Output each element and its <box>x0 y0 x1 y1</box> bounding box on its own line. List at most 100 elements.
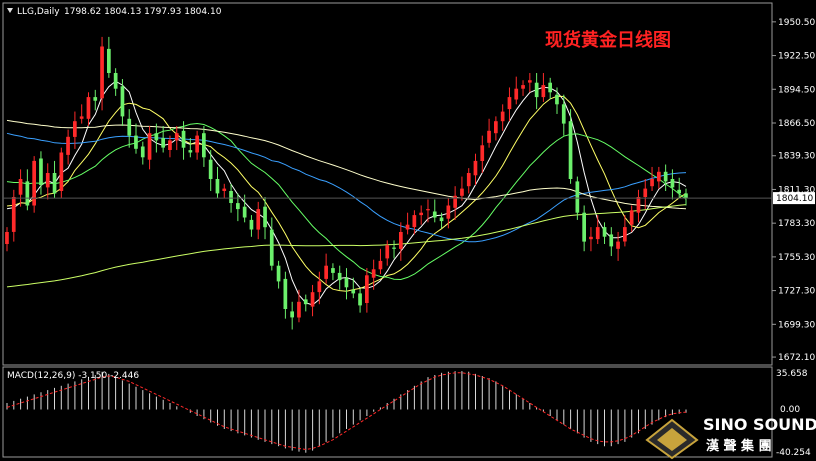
candle-body <box>174 133 179 141</box>
candle-body <box>66 136 70 155</box>
candle <box>371 259 376 290</box>
candle <box>317 271 322 305</box>
candle <box>473 153 478 185</box>
current-price-label: 1804.10 <box>776 194 813 204</box>
candle-body <box>602 227 607 237</box>
candle <box>337 265 342 290</box>
candle-body <box>507 97 512 110</box>
candle-body <box>249 219 254 230</box>
candle <box>32 156 36 213</box>
candle-body <box>32 160 36 206</box>
candle <box>202 126 206 167</box>
macd-tick-bottom: -40.254 <box>776 448 811 458</box>
candle <box>283 271 288 319</box>
candle <box>657 166 661 189</box>
candle-body <box>168 140 172 150</box>
candle <box>568 109 573 184</box>
macd-tick-top: 35.658 <box>776 369 808 379</box>
candle <box>18 169 23 207</box>
candle <box>507 87 512 122</box>
candle <box>541 73 546 102</box>
candle-body <box>93 97 98 101</box>
symbol-label: LLG,Daily <box>17 7 60 17</box>
candle <box>629 205 634 232</box>
candle <box>249 215 254 237</box>
candle-body <box>534 82 539 98</box>
price-tick-label: 1755.30 <box>778 253 815 263</box>
candle-body <box>494 121 498 134</box>
price-tick-label: 1672.10 <box>778 353 815 363</box>
candle-body <box>269 229 274 266</box>
candle <box>528 73 532 93</box>
candle <box>188 138 193 158</box>
candle-body <box>528 80 532 83</box>
price-tick-label: 1866.50 <box>778 119 815 129</box>
candle <box>263 197 267 240</box>
candle <box>412 210 417 235</box>
candle-body <box>473 160 478 176</box>
ma250-line <box>6 204 687 288</box>
candle-body <box>432 211 437 218</box>
candle <box>650 166 654 192</box>
current-price-box <box>773 192 815 205</box>
candle <box>107 36 111 78</box>
candle-body <box>263 206 267 228</box>
candle <box>256 201 261 240</box>
candle-body <box>480 145 485 161</box>
candle <box>378 248 383 275</box>
dropdown-triangle-icon[interactable] <box>7 8 13 13</box>
candle <box>181 121 186 160</box>
candle <box>113 68 118 96</box>
candle <box>324 253 328 284</box>
candle <box>59 147 64 199</box>
candle-body <box>256 209 261 230</box>
candle <box>25 169 30 211</box>
candle <box>500 104 505 131</box>
candle-body <box>460 188 464 196</box>
candle-body <box>595 227 600 240</box>
candle <box>140 141 145 165</box>
candle-body <box>684 193 688 199</box>
sino-sound-logo: SINO SOUND 漢 聲 集 團 <box>645 415 816 460</box>
candle <box>589 227 593 252</box>
candle <box>134 123 138 154</box>
candle <box>195 130 199 160</box>
candle-body <box>378 260 383 270</box>
candle-body <box>663 171 668 182</box>
candle-body <box>317 281 322 293</box>
candle-body <box>575 181 580 213</box>
candle <box>86 92 91 126</box>
candle <box>602 222 607 244</box>
candle-body <box>657 171 661 182</box>
candle <box>636 189 641 223</box>
candle <box>561 94 566 136</box>
candle <box>582 205 586 252</box>
candle <box>405 212 410 235</box>
candle <box>514 76 519 105</box>
candle-body <box>140 146 145 158</box>
candle <box>555 87 559 114</box>
price-tick-label: 1699.30 <box>778 320 815 330</box>
candle <box>432 199 437 223</box>
price-axis: 1950.50 1922.50 1894.50 1866.50 1839.30 1811.… <box>3 18 815 363</box>
candle-body <box>154 133 159 141</box>
candle-body <box>39 158 43 185</box>
candle-body <box>426 209 430 211</box>
candle-body <box>453 195 457 208</box>
candle-body <box>466 173 471 187</box>
candle-body <box>120 86 125 117</box>
candle-body <box>629 210 634 225</box>
candle <box>616 231 620 261</box>
candle-body <box>188 150 193 153</box>
candle <box>460 176 464 201</box>
candle <box>39 151 43 195</box>
candle <box>399 222 403 261</box>
candle <box>684 188 688 206</box>
candle-body <box>195 135 199 153</box>
candle-body <box>365 275 369 303</box>
candle <box>168 135 172 158</box>
candle-body <box>215 179 220 194</box>
candle <box>548 77 552 100</box>
candle-body <box>11 197 16 232</box>
